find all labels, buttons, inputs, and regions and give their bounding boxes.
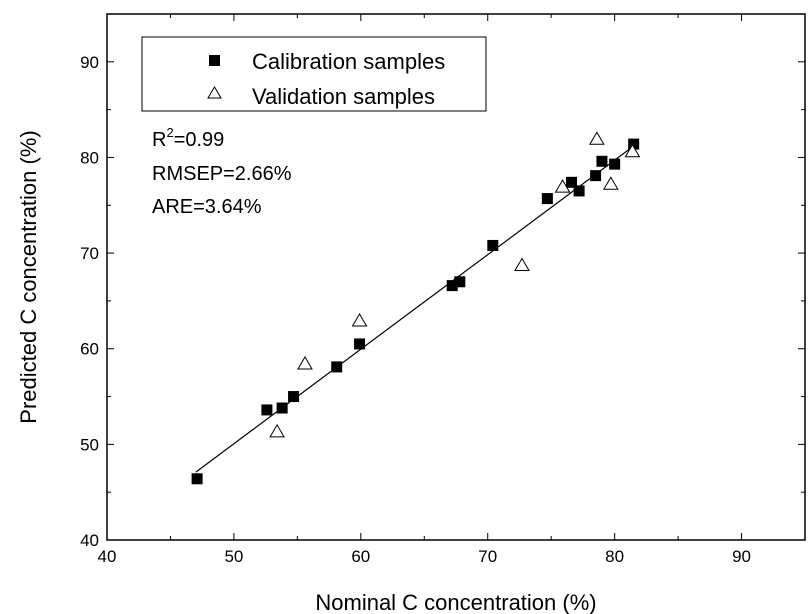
stats-annotation: R2=0.99 RMSEP=2.66% ARE=3.64%: [152, 125, 292, 218]
legend-marker-validation: [207, 86, 222, 99]
regression-line: [195, 145, 635, 473]
validation-point: [588, 131, 605, 145]
calibration-point: [288, 391, 300, 403]
x-tick-label: 50: [224, 547, 243, 566]
r-squared-text: R2=0.99: [152, 125, 224, 151]
x-tick-label: 40: [98, 547, 117, 566]
axis-ticks: 40 50 60 70 80 90 40 50 60 70 80 90: [80, 14, 805, 566]
data-points: [191, 131, 641, 485]
calibration-point: [573, 185, 585, 197]
validation-point: [297, 356, 313, 370]
calibration-point: [446, 280, 458, 292]
x-tick-label: 70: [478, 547, 497, 566]
calibration-point: [454, 276, 466, 288]
calibration-point: [487, 239, 499, 251]
y-tick-label: 90: [80, 53, 99, 72]
plot-frame: [106, 13, 806, 541]
calibration-point: [609, 158, 621, 170]
y-tick-label: 50: [80, 435, 99, 454]
y-tick-label: 60: [80, 340, 99, 359]
calibration-point: [565, 176, 577, 188]
validation-point: [624, 143, 641, 158]
y-axis-title: Predicted C concentration (%): [16, 130, 41, 423]
y-tick-label: 40: [80, 531, 99, 550]
validation-point: [602, 176, 619, 190]
calibration-point: [596, 155, 608, 167]
calibration-point: [541, 193, 553, 205]
y-tick-label: 70: [80, 244, 99, 263]
x-axis-title: Nominal C concentration (%): [315, 590, 596, 614]
calibration-point: [354, 338, 366, 350]
legend-marker-calibration: [209, 55, 220, 66]
x-tick-label: 80: [605, 547, 624, 566]
legend-label-calibration: Calibration samples: [252, 49, 445, 74]
y-tick-label: 80: [80, 148, 99, 167]
x-tick-label: 90: [732, 547, 751, 566]
x-tick-label: 60: [351, 547, 370, 566]
calibration-point: [191, 473, 203, 485]
validation-point: [351, 313, 368, 327]
calibration-point: [276, 402, 288, 414]
calibration-point: [261, 404, 273, 416]
calibration-point: [628, 138, 640, 150]
calibration-point: [590, 170, 602, 182]
calibration-point: [331, 361, 343, 373]
rmsep-text: RMSEP=2.66%: [152, 163, 292, 185]
legend: Calibration samples Validation samples: [141, 36, 487, 112]
validation-point: [269, 423, 285, 438]
legend-box: [141, 36, 487, 112]
are-text: ARE=3.64%: [152, 196, 262, 218]
validation-point: [514, 257, 530, 272]
legend-label-validation: Validation samples: [252, 84, 435, 109]
validation-point: [554, 179, 571, 193]
